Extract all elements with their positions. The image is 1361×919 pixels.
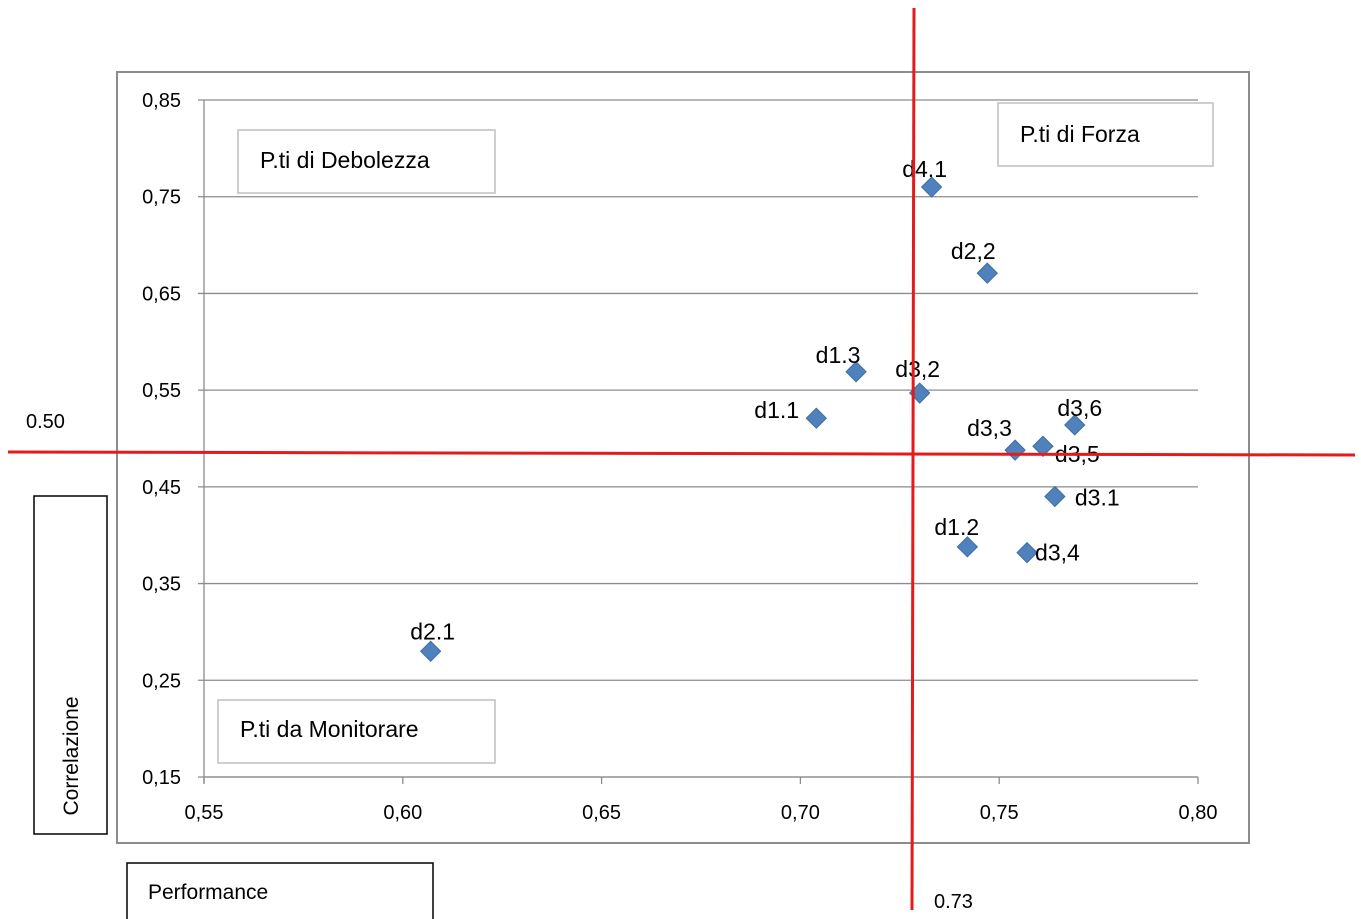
vertical-reference-line <box>910 7 916 911</box>
monitor-label: P.ti da Monitorare <box>240 716 419 742</box>
y-tick-label: 0,65 <box>142 283 181 305</box>
data-point-d3-4 <box>1016 541 1038 564</box>
y-tick-label: 0,85 <box>142 90 181 112</box>
point-label: d1.2 <box>934 514 979 540</box>
point-label: d3,2 <box>895 356 940 382</box>
y-tick-label: 0,45 <box>142 477 181 499</box>
y-tick-labels: 0,85 0,75 0,65 0,55 0,45 0,35 0,25 0,15 <box>142 90 181 789</box>
axes <box>203 100 1199 784</box>
y-tick-label: 0,35 <box>142 574 181 596</box>
vertical-reference-label: 0.73 <box>934 891 973 913</box>
point-label: d2,2 <box>951 238 996 264</box>
x-tick-label: 0,80 <box>1179 802 1218 824</box>
data-point-d2-1 <box>419 640 442 662</box>
y-axis-title: Correlazione <box>60 696 83 815</box>
strength-box <box>997 102 1214 167</box>
point-label: d3,6 <box>1057 395 1102 421</box>
x-tick-label: 0,55 <box>185 802 224 824</box>
weakness-box <box>237 129 496 194</box>
data-point-d4-1 <box>920 176 943 198</box>
x-tick-label: 0,60 <box>383 802 422 824</box>
data-point-d3-1 <box>1044 485 1066 508</box>
data-point-d1-3 <box>845 361 867 383</box>
chart-frame <box>116 71 1250 844</box>
point-label: d1.3 <box>816 342 861 368</box>
gridlines <box>198 99 1198 778</box>
data-points: d4.1d2,2d1.3d3,2d1.1 d3,6d3,3d3,5d3.1d1.2… <box>410 156 1120 662</box>
x-axis-title: Performance <box>148 881 268 904</box>
x-axis-title-box <box>126 862 434 919</box>
x-tick-labels: 0,55 0,60 0,65 0,70 0,75 0,80 <box>185 802 1218 824</box>
y-tick-label: 0,75 <box>142 187 181 209</box>
point-label: d3.1 <box>1075 485 1120 511</box>
strength-label: P.ti di Forza <box>1020 121 1140 147</box>
point-label: d3,4 <box>1035 540 1080 566</box>
y-axis-title-box <box>33 495 108 835</box>
y-tick-label: 0,25 <box>142 670 181 692</box>
x-tick-label: 0,65 <box>582 802 621 824</box>
data-point-d3-6 <box>1064 414 1086 436</box>
monitor-box <box>217 699 496 764</box>
x-tick-label: 0,75 <box>980 802 1019 824</box>
x-tick-label: 0,70 <box>781 802 820 824</box>
data-point-d3-5 <box>1032 435 1054 457</box>
point-label: d3,3 <box>967 415 1012 441</box>
data-point-d2-2 <box>976 262 998 284</box>
y-tick-label: 0,15 <box>142 767 181 789</box>
data-point-d1-2 <box>956 536 979 558</box>
data-point-d1-1 <box>805 407 828 429</box>
horizontal-reference-label: 0.50 <box>26 411 65 433</box>
weakness-label: P.ti di Debolezza <box>260 147 430 173</box>
horizontal-reference-line <box>7 450 1356 457</box>
point-label: d2.1 <box>410 618 455 644</box>
y-tick-label: 0,55 <box>142 380 181 402</box>
data-point-d3-3 <box>1004 439 1026 461</box>
point-label: d1.1 <box>754 397 799 423</box>
point-label: d4.1 <box>902 156 947 182</box>
